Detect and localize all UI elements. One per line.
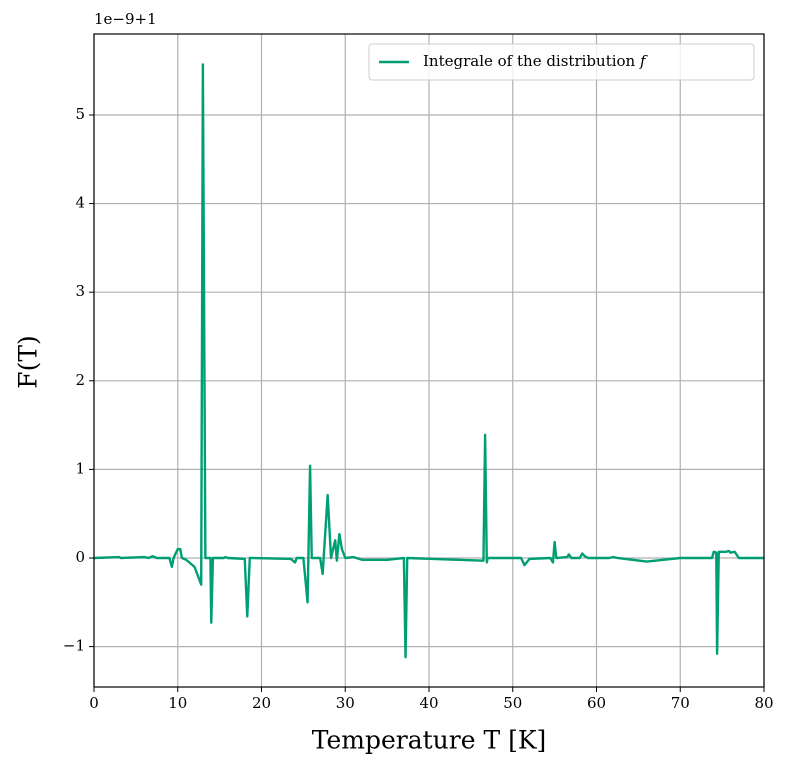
x-tick-label: 30	[336, 694, 355, 712]
y-tick-label: 0	[75, 548, 85, 566]
line	[93, 63, 764, 659]
legend-label: Integrale of the distribution 𝑓	[423, 52, 648, 70]
plot-frame	[93, 33, 765, 688]
x-tick-label: 0	[89, 694, 99, 712]
x-tick-label: 80	[754, 694, 773, 712]
x-tick-label: 20	[252, 694, 271, 712]
x-tick-label: 40	[419, 694, 438, 712]
y-tick-label: 1	[75, 459, 85, 477]
x-tick-label: 60	[587, 694, 606, 712]
legend-box	[368, 43, 755, 81]
x-tick-label: 70	[671, 694, 690, 712]
y-axis-label: F(T)	[14, 335, 43, 389]
y-tick-label: −1	[63, 637, 85, 655]
x-axis-label: Temperature T [K]	[312, 726, 547, 755]
offset-label: 1e−9+1	[94, 10, 157, 28]
x-tick-label: 50	[503, 694, 522, 712]
y-tick-label: 5	[75, 105, 85, 123]
y-tick-label: 4	[75, 194, 85, 212]
y-tick-label: 2	[75, 371, 85, 389]
y-tick-label: 3	[75, 282, 85, 300]
x-tick-label: 10	[168, 694, 187, 712]
